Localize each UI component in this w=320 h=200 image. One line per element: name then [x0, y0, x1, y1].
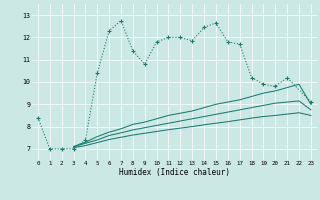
X-axis label: Humidex (Indice chaleur): Humidex (Indice chaleur)	[119, 168, 230, 177]
